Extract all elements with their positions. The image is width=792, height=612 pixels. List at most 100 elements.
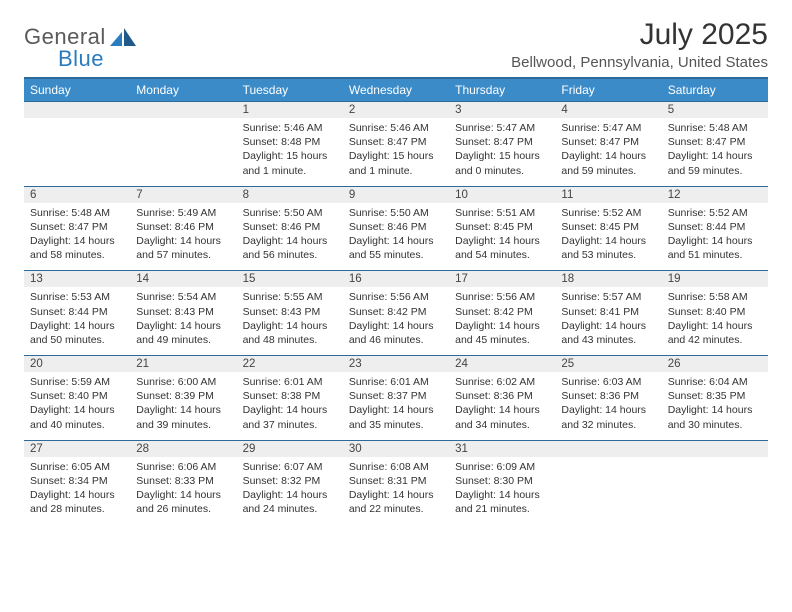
daylight-line: Daylight: 14 hours and 24 minutes. (243, 488, 337, 516)
sunset-line: Sunset: 8:33 PM (136, 474, 230, 488)
sunset-line: Sunset: 8:46 PM (243, 220, 337, 234)
day-number-row: 6789101112 (24, 186, 768, 203)
day-number-cell: 3 (449, 102, 555, 119)
day-number-cell: 9 (343, 186, 449, 203)
day-number-cell: 13 (24, 271, 130, 288)
weekday-header: Sunday (24, 78, 130, 102)
sunrise-line: Sunrise: 5:53 AM (30, 290, 124, 304)
daylight-line: Daylight: 14 hours and 35 minutes. (349, 403, 443, 431)
daylight-line: Daylight: 14 hours and 28 minutes. (30, 488, 124, 516)
day-number-cell: 5 (662, 102, 768, 119)
day-content-cell: Sunrise: 5:47 AMSunset: 8:47 PMDaylight:… (555, 118, 661, 186)
day-content-cell (24, 118, 130, 186)
sunset-line: Sunset: 8:47 PM (668, 135, 762, 149)
day-number-cell: 8 (237, 186, 343, 203)
sunset-line: Sunset: 8:40 PM (30, 389, 124, 403)
sunrise-line: Sunrise: 6:02 AM (455, 375, 549, 389)
day-content-cell: Sunrise: 5:47 AMSunset: 8:47 PMDaylight:… (449, 118, 555, 186)
sunset-line: Sunset: 8:37 PM (349, 389, 443, 403)
day-content-cell: Sunrise: 5:52 AMSunset: 8:45 PMDaylight:… (555, 203, 661, 271)
daylight-line: Daylight: 14 hours and 32 minutes. (561, 403, 655, 431)
sunset-line: Sunset: 8:47 PM (30, 220, 124, 234)
daylight-line: Daylight: 14 hours and 43 minutes. (561, 319, 655, 347)
day-content-cell: Sunrise: 5:48 AMSunset: 8:47 PMDaylight:… (662, 118, 768, 186)
daylight-line: Daylight: 14 hours and 40 minutes. (30, 403, 124, 431)
brand-logo: General Blue (24, 24, 138, 50)
weekday-header: Thursday (449, 78, 555, 102)
day-number-cell: 24 (449, 356, 555, 373)
sunrise-line: Sunrise: 6:08 AM (349, 460, 443, 474)
day-number-cell (24, 102, 130, 119)
daylight-line: Daylight: 15 hours and 1 minute. (349, 149, 443, 177)
title-block: July 2025 Bellwood, Pennsylvania, United… (511, 18, 768, 71)
weekday-header-row: SundayMondayTuesdayWednesdayThursdayFrid… (24, 78, 768, 102)
day-content-cell: Sunrise: 6:03 AMSunset: 8:36 PMDaylight:… (555, 372, 661, 440)
daylight-line: Daylight: 14 hours and 39 minutes. (136, 403, 230, 431)
day-content-cell: Sunrise: 5:50 AMSunset: 8:46 PMDaylight:… (343, 203, 449, 271)
day-number-cell: 19 (662, 271, 768, 288)
day-number-cell: 4 (555, 102, 661, 119)
page-title: July 2025 (511, 18, 768, 52)
daylight-line: Daylight: 14 hours and 59 minutes. (561, 149, 655, 177)
day-number-cell: 23 (343, 356, 449, 373)
daylight-line: Daylight: 14 hours and 46 minutes. (349, 319, 443, 347)
sunrise-line: Sunrise: 5:54 AM (136, 290, 230, 304)
sunrise-line: Sunrise: 5:47 AM (455, 121, 549, 135)
sunset-line: Sunset: 8:46 PM (136, 220, 230, 234)
sunrise-line: Sunrise: 5:50 AM (243, 206, 337, 220)
day-content-row: Sunrise: 6:05 AMSunset: 8:34 PMDaylight:… (24, 457, 768, 525)
day-content-cell: Sunrise: 5:55 AMSunset: 8:43 PMDaylight:… (237, 287, 343, 355)
day-content-row: Sunrise: 5:48 AMSunset: 8:47 PMDaylight:… (24, 203, 768, 271)
daylight-line: Daylight: 14 hours and 57 minutes. (136, 234, 230, 262)
sunset-line: Sunset: 8:47 PM (561, 135, 655, 149)
daylight-line: Daylight: 14 hours and 42 minutes. (668, 319, 762, 347)
sunset-line: Sunset: 8:36 PM (561, 389, 655, 403)
sunrise-line: Sunrise: 5:52 AM (561, 206, 655, 220)
day-number-cell: 11 (555, 186, 661, 203)
day-number-row: 12345 (24, 102, 768, 119)
daylight-line: Daylight: 14 hours and 37 minutes. (243, 403, 337, 431)
weekday-header: Friday (555, 78, 661, 102)
day-number-cell: 7 (130, 186, 236, 203)
daylight-line: Daylight: 14 hours and 54 minutes. (455, 234, 549, 262)
sunset-line: Sunset: 8:48 PM (243, 135, 337, 149)
day-content-cell: Sunrise: 5:59 AMSunset: 8:40 PMDaylight:… (24, 372, 130, 440)
sunset-line: Sunset: 8:42 PM (349, 305, 443, 319)
weekday-header: Tuesday (237, 78, 343, 102)
day-number-row: 13141516171819 (24, 271, 768, 288)
sunrise-line: Sunrise: 5:55 AM (243, 290, 337, 304)
day-content-row: Sunrise: 5:46 AMSunset: 8:48 PMDaylight:… (24, 118, 768, 186)
calendar-table: SundayMondayTuesdayWednesdayThursdayFrid… (24, 77, 768, 524)
sunrise-line: Sunrise: 5:50 AM (349, 206, 443, 220)
daylight-line: Daylight: 14 hours and 59 minutes. (668, 149, 762, 177)
daylight-line: Daylight: 14 hours and 58 minutes. (30, 234, 124, 262)
sunrise-line: Sunrise: 5:58 AM (668, 290, 762, 304)
sunrise-line: Sunrise: 6:07 AM (243, 460, 337, 474)
day-content-cell (555, 457, 661, 525)
sunset-line: Sunset: 8:45 PM (455, 220, 549, 234)
day-content-cell (130, 118, 236, 186)
day-content-cell: Sunrise: 5:53 AMSunset: 8:44 PMDaylight:… (24, 287, 130, 355)
weekday-header: Monday (130, 78, 236, 102)
daylight-line: Daylight: 14 hours and 45 minutes. (455, 319, 549, 347)
day-number-cell: 2 (343, 102, 449, 119)
day-content-cell: Sunrise: 6:01 AMSunset: 8:37 PMDaylight:… (343, 372, 449, 440)
sunrise-line: Sunrise: 5:51 AM (455, 206, 549, 220)
brand-sail-icon (110, 28, 136, 46)
weekday-header: Saturday (662, 78, 768, 102)
day-number-cell (555, 440, 661, 457)
sunset-line: Sunset: 8:38 PM (243, 389, 337, 403)
day-number-cell: 27 (24, 440, 130, 457)
sunrise-line: Sunrise: 6:04 AM (668, 375, 762, 389)
day-number-cell: 21 (130, 356, 236, 373)
sunrise-line: Sunrise: 5:49 AM (136, 206, 230, 220)
sunrise-line: Sunrise: 5:48 AM (30, 206, 124, 220)
daylight-line: Daylight: 14 hours and 51 minutes. (668, 234, 762, 262)
sunset-line: Sunset: 8:43 PM (243, 305, 337, 319)
sunset-line: Sunset: 8:44 PM (668, 220, 762, 234)
day-number-cell: 16 (343, 271, 449, 288)
day-number-cell: 30 (343, 440, 449, 457)
day-content-cell: Sunrise: 5:46 AMSunset: 8:47 PMDaylight:… (343, 118, 449, 186)
day-content-cell: Sunrise: 5:54 AMSunset: 8:43 PMDaylight:… (130, 287, 236, 355)
day-content-cell: Sunrise: 5:52 AMSunset: 8:44 PMDaylight:… (662, 203, 768, 271)
